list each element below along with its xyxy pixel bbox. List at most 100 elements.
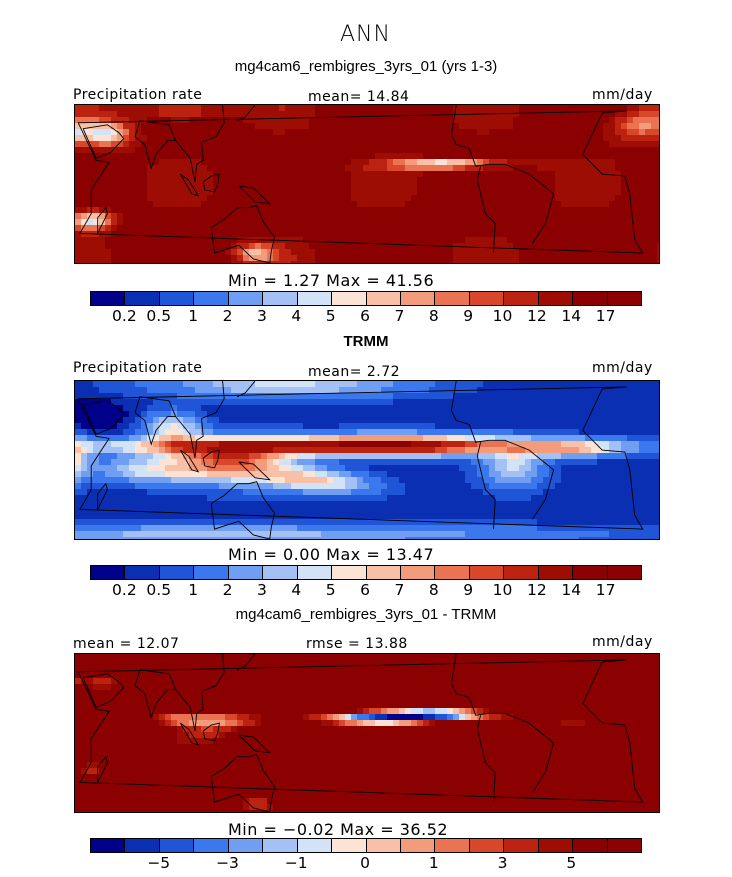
map-cell <box>183 213 190 220</box>
map-cell <box>549 201 556 208</box>
map-cell <box>537 435 544 442</box>
map-cell <box>159 195 166 202</box>
map-cell <box>549 225 556 232</box>
map-cell <box>177 141 184 148</box>
map-cell <box>537 417 544 424</box>
map-cell <box>237 399 244 406</box>
map-cell <box>351 489 358 496</box>
map-cell <box>597 165 604 172</box>
map-cell <box>657 201 659 208</box>
map-cell <box>207 243 214 250</box>
map-cell <box>147 183 154 190</box>
map-cell <box>315 207 322 214</box>
map-cell <box>81 195 88 202</box>
map-cell <box>135 243 142 250</box>
map-cell <box>291 387 298 394</box>
map-cell <box>645 459 652 466</box>
map-cell <box>285 435 292 442</box>
map-cell <box>525 135 532 142</box>
map-cell <box>555 459 562 466</box>
map-cell <box>459 237 466 244</box>
map-cell <box>303 429 310 436</box>
map-cell <box>639 399 646 406</box>
map-cell <box>81 381 88 388</box>
map-cell <box>483 147 490 154</box>
map-cell <box>87 177 94 184</box>
map-cell <box>567 447 574 454</box>
map-cell <box>525 231 532 238</box>
map-cell <box>369 123 376 130</box>
map-cell <box>237 483 244 490</box>
map-cell <box>357 177 364 184</box>
map-cell <box>225 189 232 196</box>
map-cell <box>351 243 358 250</box>
map-cell <box>471 153 478 160</box>
map-cell <box>327 171 334 178</box>
map-cell <box>243 237 250 244</box>
map-cell <box>231 225 238 232</box>
map-cell <box>411 381 418 388</box>
map-cell <box>429 159 436 166</box>
map-cell <box>129 213 136 220</box>
map-cell <box>279 519 286 526</box>
map-cell <box>195 213 202 220</box>
map-cell <box>585 447 592 454</box>
map-cell <box>327 165 334 172</box>
map-cell <box>111 111 118 118</box>
map-cell <box>519 117 526 124</box>
map-cell <box>237 441 244 448</box>
map-cell <box>297 201 304 208</box>
map-cell <box>345 405 352 412</box>
map-cell <box>303 141 310 148</box>
map-cell <box>351 165 358 172</box>
map-cell <box>291 207 298 214</box>
map-cell <box>561 513 568 520</box>
map-cell <box>369 441 376 448</box>
map-cell <box>459 447 466 454</box>
map-cell <box>531 489 538 496</box>
map-cell <box>543 231 550 238</box>
map-cell <box>645 423 652 430</box>
map-cell <box>141 219 148 226</box>
map-cell <box>561 231 568 238</box>
map-cell <box>273 495 280 502</box>
map-cell <box>495 489 502 496</box>
map-cell <box>135 519 142 526</box>
map-cell <box>147 465 154 472</box>
map-cell <box>363 111 370 118</box>
map-cell <box>573 129 580 136</box>
map-cell <box>549 165 556 172</box>
map-cell <box>303 249 310 256</box>
map-cell <box>363 129 370 136</box>
map-cell <box>273 435 280 442</box>
map-cell <box>153 483 160 490</box>
map-cell <box>495 453 502 460</box>
map-cell <box>561 453 568 460</box>
map-cell <box>633 411 640 418</box>
map-cell <box>351 459 358 466</box>
map-cell <box>339 441 346 448</box>
map-cell <box>603 399 610 406</box>
map-cell <box>159 411 166 418</box>
map-cell <box>183 459 190 466</box>
map-cell <box>99 111 106 118</box>
map-cell <box>165 225 172 232</box>
map-cell <box>471 393 478 400</box>
map-cell <box>129 243 136 250</box>
map-cell <box>453 213 460 220</box>
map-cell <box>339 183 346 190</box>
map-cell <box>531 411 538 418</box>
map-cell <box>507 117 514 124</box>
map-cell <box>489 123 496 130</box>
map-cell <box>381 213 388 220</box>
map-cell <box>327 261 334 263</box>
map-cell <box>465 189 472 196</box>
map-cell <box>147 417 154 424</box>
map-cell <box>603 459 610 466</box>
map-cell <box>501 405 508 412</box>
map-cell <box>585 261 592 263</box>
map-cell <box>489 399 496 406</box>
map-cell <box>309 411 316 418</box>
map-cell <box>471 477 478 484</box>
map-cell <box>381 219 388 226</box>
